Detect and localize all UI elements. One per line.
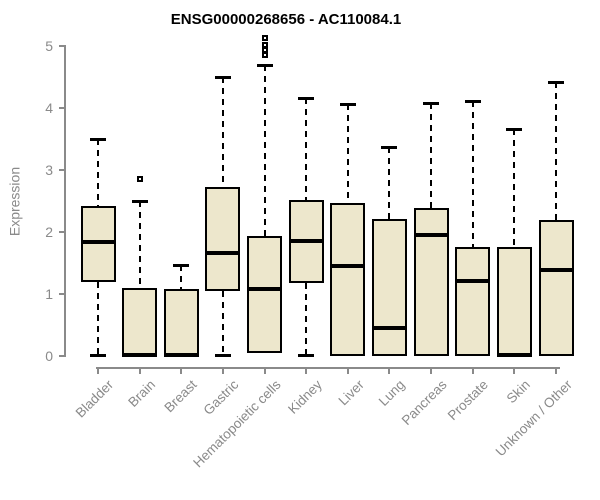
median-line-pancreas [413, 233, 449, 238]
lower-whisker-cap-kidney [298, 354, 315, 357]
x-axis-tick-gastric [221, 368, 224, 374]
box-unknown-other [538, 220, 574, 356]
lower-whisker-cap-bladder [90, 354, 106, 357]
y-axis-tick-label: 0 [45, 348, 53, 364]
box-hematopoietic-cells [247, 236, 283, 353]
x-axis-tick-pancreas [430, 368, 433, 374]
median-line-brain [122, 352, 158, 357]
box-lung [371, 218, 407, 356]
upper-whisker-cap-unknown-other [548, 80, 565, 84]
box-breast [163, 289, 199, 356]
x-axis-label-liver: Liver [335, 377, 367, 409]
y-axis-tick [59, 293, 65, 295]
y-axis-tick [59, 169, 65, 171]
upper-whisker-cap-pancreas [423, 102, 440, 106]
lower-whisker-bladder [97, 282, 99, 356]
median-line-prostate [455, 278, 491, 283]
upper-whisker-cap-brain [131, 200, 148, 203]
chart-title: ENSG00000268656 - AC110084.1 [170, 11, 402, 28]
upper-whisker-cap-kidney [298, 97, 315, 101]
upper-whisker-prostate [471, 100, 474, 247]
box-skin [496, 246, 532, 356]
x-axis-tick-prostate [471, 368, 474, 374]
y-axis-tick [59, 107, 65, 109]
lower-whisker-kidney [305, 283, 308, 356]
box-brain [122, 288, 158, 356]
outlier-point-hematopoietic-cells-0 [261, 52, 268, 59]
x-axis-tick-skin [513, 368, 516, 374]
upper-whisker-liver [346, 103, 349, 203]
box-liver [330, 202, 366, 356]
y-axis-tick-label: 3 [45, 162, 53, 178]
y-axis-tick-label: 5 [45, 38, 53, 54]
x-axis-tick-unknown-other [555, 368, 558, 374]
y-axis-tick [59, 45, 65, 47]
x-axis-tick-bladder [97, 368, 99, 374]
box-gastric [205, 186, 241, 291]
lower-whisker-cap-gastric [214, 354, 231, 357]
x-axis-label-lung: Lung [376, 377, 409, 409]
upper-whisker-pancreas [430, 103, 433, 208]
lower-whisker-gastric [221, 290, 224, 356]
median-line-unknown-other [538, 268, 574, 273]
y-axis-tick-label: 4 [45, 100, 53, 116]
x-axis-label-unknown-other: Unknown / Other [492, 377, 575, 460]
upper-whisker-cap-liver [339, 102, 356, 106]
median-line-hematopoietic-cells [247, 287, 283, 292]
x-axis-label-brain: Brain [125, 377, 159, 410]
x-axis-tick-hematopoietic-cells [263, 368, 266, 374]
outlier-point-hematopoietic-cells-3 [261, 34, 268, 41]
upper-whisker-cap-lung [381, 146, 398, 150]
x-axis-tick-lung [388, 368, 391, 374]
y-axis-tick-label: 1 [45, 286, 53, 302]
upper-whisker-cap-bladder [90, 138, 106, 141]
outlier-point-hematopoietic-cells-2 [261, 41, 268, 48]
upper-whisker-cap-skin [506, 128, 523, 132]
y-axis-line [64, 45, 66, 357]
x-axis-label-skin: Skin [503, 377, 534, 407]
upper-whisker-bladder [97, 139, 99, 206]
box-bladder [80, 205, 116, 283]
x-axis-label-bladder: Bladder [73, 377, 117, 421]
upper-whisker-brain [138, 201, 141, 289]
upper-whisker-cap-hematopoietic-cells [256, 63, 273, 67]
upper-whisker-lung [388, 147, 391, 219]
x-axis-tick-breast [180, 368, 183, 374]
y-axis-tick-label: 2 [45, 224, 53, 240]
median-line-gastric [205, 251, 241, 256]
y-axis-tick [59, 231, 65, 233]
x-axis-tick-liver [346, 368, 349, 374]
upper-whisker-gastric [221, 77, 224, 187]
median-line-lung [371, 326, 407, 331]
median-line-kidney [288, 239, 324, 244]
y-axis-tick [59, 355, 65, 357]
x-axis-line [96, 367, 560, 369]
upper-whisker-cap-gastric [214, 76, 231, 79]
median-line-liver [330, 264, 366, 269]
x-axis-label-kidney: Kidney [285, 377, 325, 417]
x-axis-tick-kidney [305, 368, 308, 374]
median-line-bladder [80, 239, 116, 244]
upper-whisker-skin [513, 129, 516, 247]
box-pancreas [413, 207, 449, 356]
x-axis-tick-brain [138, 368, 141, 374]
median-line-breast [163, 352, 199, 357]
x-axis-label-pancreas: Pancreas [398, 377, 450, 428]
upper-whisker-cap-breast [173, 264, 190, 268]
upper-whisker-cap-prostate [464, 99, 481, 103]
median-line-skin [496, 352, 532, 357]
x-axis-label-breast: Breast [161, 377, 200, 416]
outlier-point-brain-0 [136, 176, 143, 183]
x-axis-label-gastric: Gastric [200, 377, 242, 418]
x-axis-label-prostate: Prostate [445, 377, 492, 424]
upper-whisker-kidney [305, 98, 308, 200]
upper-whisker-hematopoietic-cells [263, 64, 266, 237]
upper-whisker-unknown-other [555, 81, 558, 221]
box-prostate [455, 246, 491, 356]
upper-whisker-breast [180, 265, 183, 290]
